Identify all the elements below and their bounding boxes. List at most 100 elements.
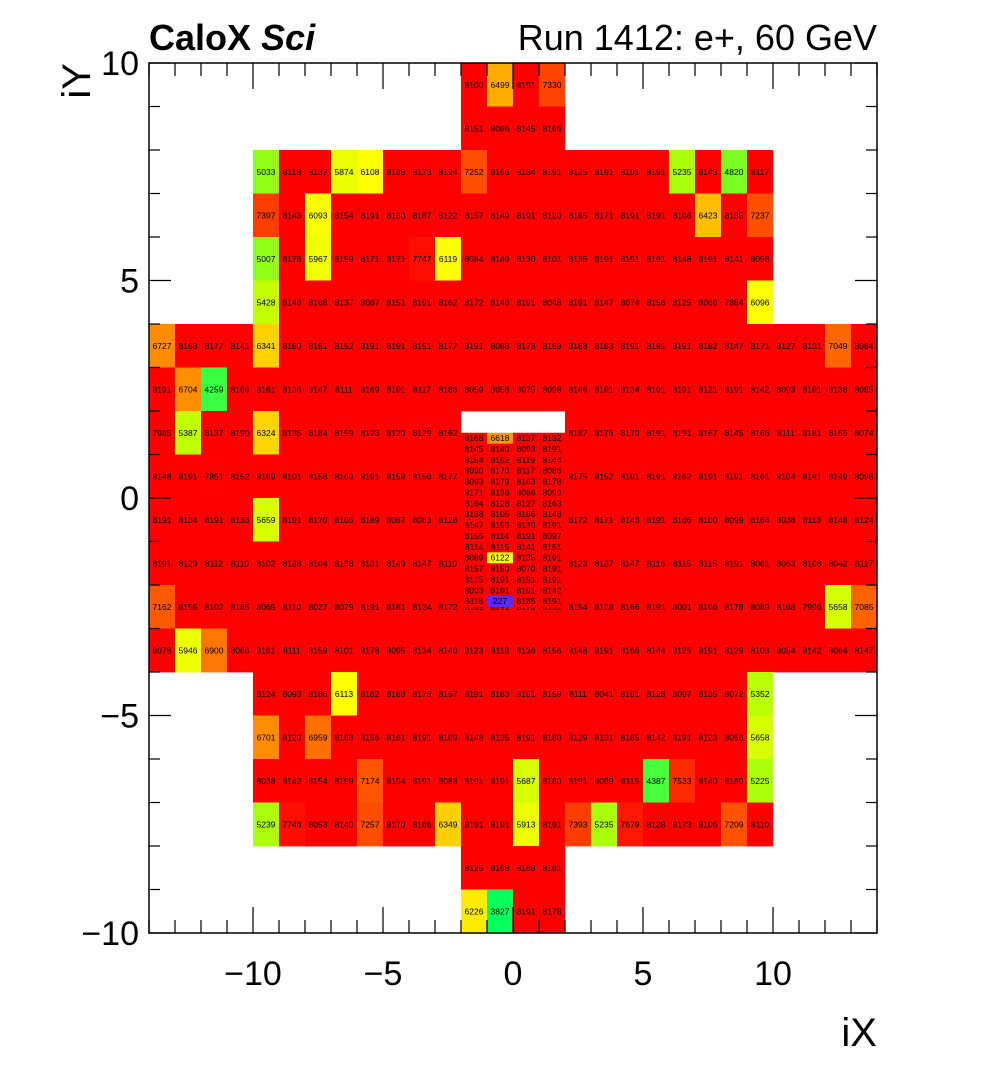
heatmap-cell (487, 193, 514, 238)
heatmap-cell (331, 454, 358, 499)
heatmap-cell (513, 802, 540, 847)
heatmap-cell (591, 498, 618, 542)
heatmap-cell-label: 8148 (153, 471, 172, 481)
heatmap-cell-label: 8065 (257, 602, 276, 612)
heatmap-fine-cell-label: 8150 (491, 564, 510, 574)
heatmap-cell (799, 324, 826, 368)
heatmap-cell-label: 6423 (699, 210, 718, 220)
heatmap-cell (591, 280, 618, 325)
heatmap-cell-label: 8124 (439, 167, 458, 177)
heatmap-cell (565, 367, 592, 412)
heatmap-cell-label: 8142 (647, 732, 666, 742)
heatmap-cell (721, 802, 748, 847)
heatmap-fine-cell-label: 8144 (543, 455, 562, 465)
heatmap-cell-label: 8124 (413, 602, 432, 612)
heatmap-cell-label: 8148 (465, 732, 484, 742)
heatmap-cell (591, 541, 618, 586)
heatmap-cell-label: 8152 (231, 471, 250, 481)
heatmap-cell (357, 585, 384, 629)
heatmap-cell (487, 237, 514, 281)
heatmap-cell (409, 628, 436, 673)
heatmap-cell (253, 715, 280, 760)
heatmap-cell (513, 628, 540, 673)
heatmap-fine-cell (539, 508, 566, 521)
heatmap-fine-cell-label: 8093 (465, 477, 484, 487)
heatmap-cell-label: 8154 (569, 602, 588, 612)
heatmap-cell (721, 541, 748, 586)
heatmap-cell-label: 5913 (517, 819, 536, 829)
heatmap-cell (539, 324, 566, 368)
heatmap-fine-cell-label: 8191 (543, 564, 562, 574)
heatmap-cell-label: 8111 (569, 689, 587, 699)
heatmap-cell-label: 8128 (647, 819, 666, 829)
heatmap-cell-label: 8191 (517, 297, 536, 307)
heatmap-fine-cell-label: 8135 (465, 574, 484, 584)
heatmap-fine-cell-label: 8163 (517, 477, 536, 487)
heatmap-cell-label: 8103 (751, 645, 770, 655)
heatmap-cell (409, 150, 436, 194)
heatmap-cell (383, 367, 410, 412)
heatmap-cell (331, 324, 358, 368)
heatmap-cell (461, 280, 488, 325)
heatmap-cell (487, 150, 514, 194)
heatmap-fine-cell (513, 519, 540, 532)
heatmap-cell-label: 8099 (725, 515, 744, 525)
heatmap-fine-cell-label: 8114 (465, 542, 484, 552)
heatmap-cell (461, 628, 488, 673)
heatmap-cell-label: 8058 (491, 384, 510, 394)
heatmap-cell-label: 8129 (569, 732, 588, 742)
heatmap-cell (721, 367, 748, 412)
heatmap-cell (175, 541, 202, 586)
heatmap-cell (357, 237, 384, 281)
heatmap-cell-label: 8183 (595, 341, 614, 351)
heatmap-cell (409, 541, 436, 586)
heatmap-cell-label: 8101 (543, 254, 562, 264)
heatmap-cell (227, 411, 254, 455)
heatmap-cell-label: 8137 (309, 167, 328, 177)
heatmap-cell-label: 6701 (257, 732, 276, 742)
heatmap-cell (227, 498, 254, 542)
heatmap-cell (591, 759, 618, 803)
heatmap-cell-label: 8093 (283, 689, 302, 699)
heatmap-cell (721, 150, 748, 194)
heatmap-cell (513, 280, 540, 325)
heatmap-cell (513, 150, 540, 194)
heatmap-cell-label: 8134 (621, 384, 640, 394)
heatmap-cell-label: 7679 (621, 819, 640, 829)
heatmap-fine-cell-label: 8184 (465, 455, 484, 465)
heatmap-cell (565, 280, 592, 325)
heatmap-cell (851, 541, 878, 586)
heatmap-cell-label: 4387 (647, 776, 666, 786)
heatmap-cell-label: 8111 (283, 645, 301, 655)
heatmap-cell-label: 8172 (465, 297, 484, 307)
heatmap-cell (201, 541, 228, 586)
heatmap-cell (851, 585, 878, 629)
heatmap-cell-label: 5033 (257, 167, 276, 177)
heatmap-fine-cell-label: 8151 (543, 542, 562, 552)
heatmap-cell-label: 8102 (257, 558, 276, 568)
heatmap-cell-label: 8191 (595, 645, 614, 655)
heatmap-cell-label: 8130 (517, 254, 536, 264)
heatmap-cell (383, 237, 410, 281)
heatmap-cell-label: 8042 (829, 558, 848, 568)
heatmap-cell-label: 8166 (751, 428, 770, 438)
heatmap-cell (253, 585, 280, 629)
heatmap-cell (435, 367, 462, 412)
heatmap-fine-cell (487, 552, 514, 564)
heatmap-fine-cell (461, 552, 488, 564)
heatmap-cell (305, 628, 332, 673)
heatmap-fine-cell-label: 8128 (491, 498, 510, 508)
heatmap-fine-cell (487, 595, 514, 608)
heatmap-cell-label: 8135 (725, 210, 744, 220)
heatmap-cell-label: 8177 (439, 471, 458, 481)
heatmap-cell (513, 672, 540, 716)
heatmap-cell-label: 8136 (517, 645, 536, 655)
heatmap-cell (591, 715, 618, 760)
heatmap-cell-label: 8110 (283, 602, 302, 612)
heatmap-cell (175, 367, 202, 412)
heatmap-cell-label: 8104 (777, 471, 796, 481)
heatmap-cell (565, 193, 592, 238)
heatmap-cell (851, 367, 878, 412)
heatmap-cell-label: 8125 (673, 297, 692, 307)
heatmap-cell (851, 454, 878, 499)
